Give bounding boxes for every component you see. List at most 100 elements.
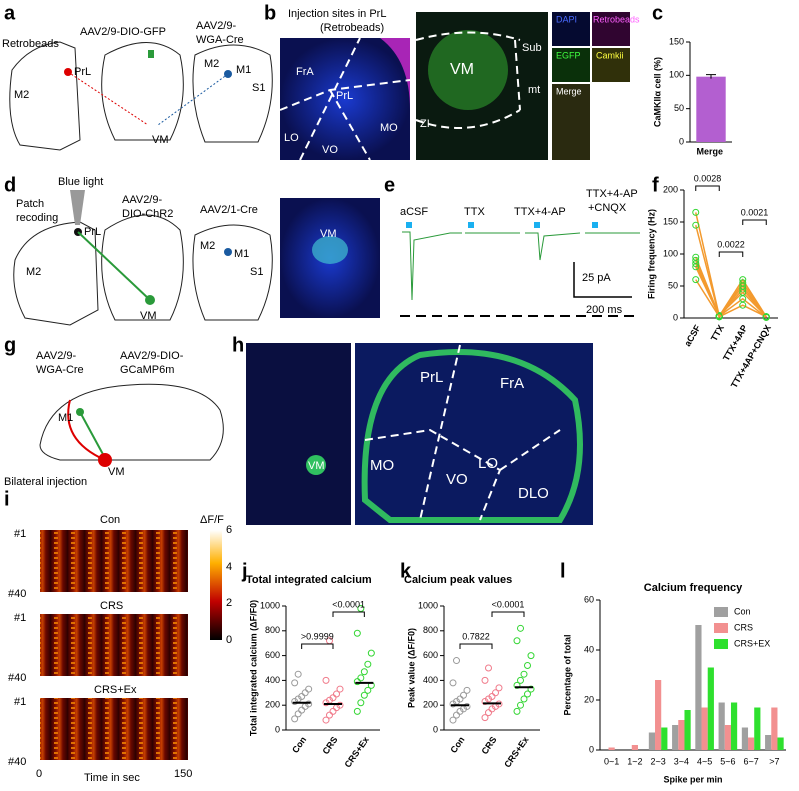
significance-bracket (742, 219, 767, 225)
significance-bracket (491, 611, 525, 617)
significance-bracket (332, 611, 365, 617)
y-tick-label: 20 (584, 694, 594, 704)
micrograph (246, 343, 351, 525)
data-point (692, 276, 700, 284)
colorbar-tick: 6 (226, 524, 232, 536)
legend-swatch (714, 607, 728, 617)
projection (79, 411, 106, 459)
heatmap (40, 530, 188, 592)
x-tick-label: >7 (769, 756, 779, 766)
p-value: <0.0001 (492, 599, 525, 609)
label: recoding (16, 212, 58, 224)
label: VM (320, 228, 337, 240)
y-tick-label: 1000 (418, 600, 438, 610)
data-point (463, 702, 471, 710)
y-axis-label: Peak value (ΔF/F0) (406, 628, 416, 708)
label: VM (152, 134, 169, 146)
label: M2 (204, 58, 219, 70)
label: +CNQX (588, 202, 627, 214)
data-point (692, 221, 700, 229)
legend-label: CRS+EX (734, 638, 770, 648)
x-tick-label: CRS (479, 735, 498, 756)
label: PrL (420, 369, 443, 386)
gcamp-signal (306, 455, 326, 475)
x-tick-label: Con (448, 735, 466, 755)
bar (701, 707, 708, 750)
y-tick-label: 0 (589, 744, 594, 754)
micrograph (592, 12, 630, 46)
bar (648, 732, 656, 750)
data-point (322, 716, 330, 724)
micrograph (592, 48, 630, 82)
data-point (364, 660, 372, 668)
data-point (353, 678, 361, 686)
label: TTX+4-AP (514, 206, 566, 218)
label: AAV2/9- (196, 20, 236, 32)
brain-sagittal (39, 383, 224, 461)
injection-site (76, 408, 84, 416)
label: TTX (464, 206, 485, 218)
data-point (481, 676, 489, 684)
heatmap (40, 614, 188, 676)
panel-letters: a b c d e f g h i j k l (4, 2, 663, 582)
label: M1 (58, 412, 73, 424)
data-point (488, 693, 496, 701)
series-line (695, 212, 767, 318)
bar (748, 737, 755, 750)
x-tick-label: CRS+Ex (502, 735, 530, 770)
brain-section (192, 224, 273, 321)
label: M2 (26, 266, 41, 278)
heatmap (40, 698, 188, 760)
panel-letter: k (400, 560, 412, 582)
bar (672, 725, 679, 750)
micrograph (280, 38, 410, 160)
region-border (415, 31, 521, 129)
bar (741, 727, 749, 750)
data-point (527, 652, 535, 660)
y-tick-label: 1000 (260, 600, 280, 610)
label: WGA-Cre (36, 364, 84, 376)
data-point (517, 701, 524, 709)
x-tick-label: 6~7 (743, 756, 758, 766)
bar (707, 667, 714, 750)
data-point (360, 691, 368, 699)
bar (771, 707, 778, 750)
label: PrL (336, 90, 353, 102)
label: Merge (556, 86, 582, 96)
panel-letter: d (4, 174, 16, 196)
micrograph (552, 12, 590, 46)
x-tick-label: Merge (696, 146, 723, 156)
label: 150 (174, 768, 192, 780)
data-point (322, 676, 330, 684)
data-point (360, 668, 368, 676)
colorbar-tick: 0 (226, 634, 232, 646)
legend-swatch (714, 623, 728, 633)
y-tick-label: 600 (423, 650, 438, 660)
y-tick-label: 100 (669, 70, 684, 80)
data-point (485, 664, 492, 672)
data-point (326, 711, 333, 719)
label: VM (140, 310, 157, 322)
y-tick-label: 150 (663, 216, 678, 226)
y-tick-label: 800 (423, 625, 438, 635)
data-point (336, 685, 344, 693)
data-point (513, 681, 521, 689)
p-value: >0.9999 (301, 631, 334, 641)
data-point (449, 716, 457, 724)
data-point (460, 691, 467, 699)
region-border (364, 344, 561, 521)
bar (655, 680, 662, 750)
data-point (298, 693, 306, 701)
brain-section (192, 44, 273, 143)
panel-letter: c (652, 2, 663, 24)
data-point (367, 649, 375, 657)
y-tick-label: 200 (663, 184, 678, 194)
x-tick-label: 3~4 (674, 756, 689, 766)
gfp-signal (428, 30, 508, 110)
label: S1 (250, 266, 263, 278)
bar (730, 702, 738, 750)
data-point (524, 690, 531, 698)
y-tick-label: 60 (584, 594, 594, 604)
brain-section (101, 214, 184, 321)
